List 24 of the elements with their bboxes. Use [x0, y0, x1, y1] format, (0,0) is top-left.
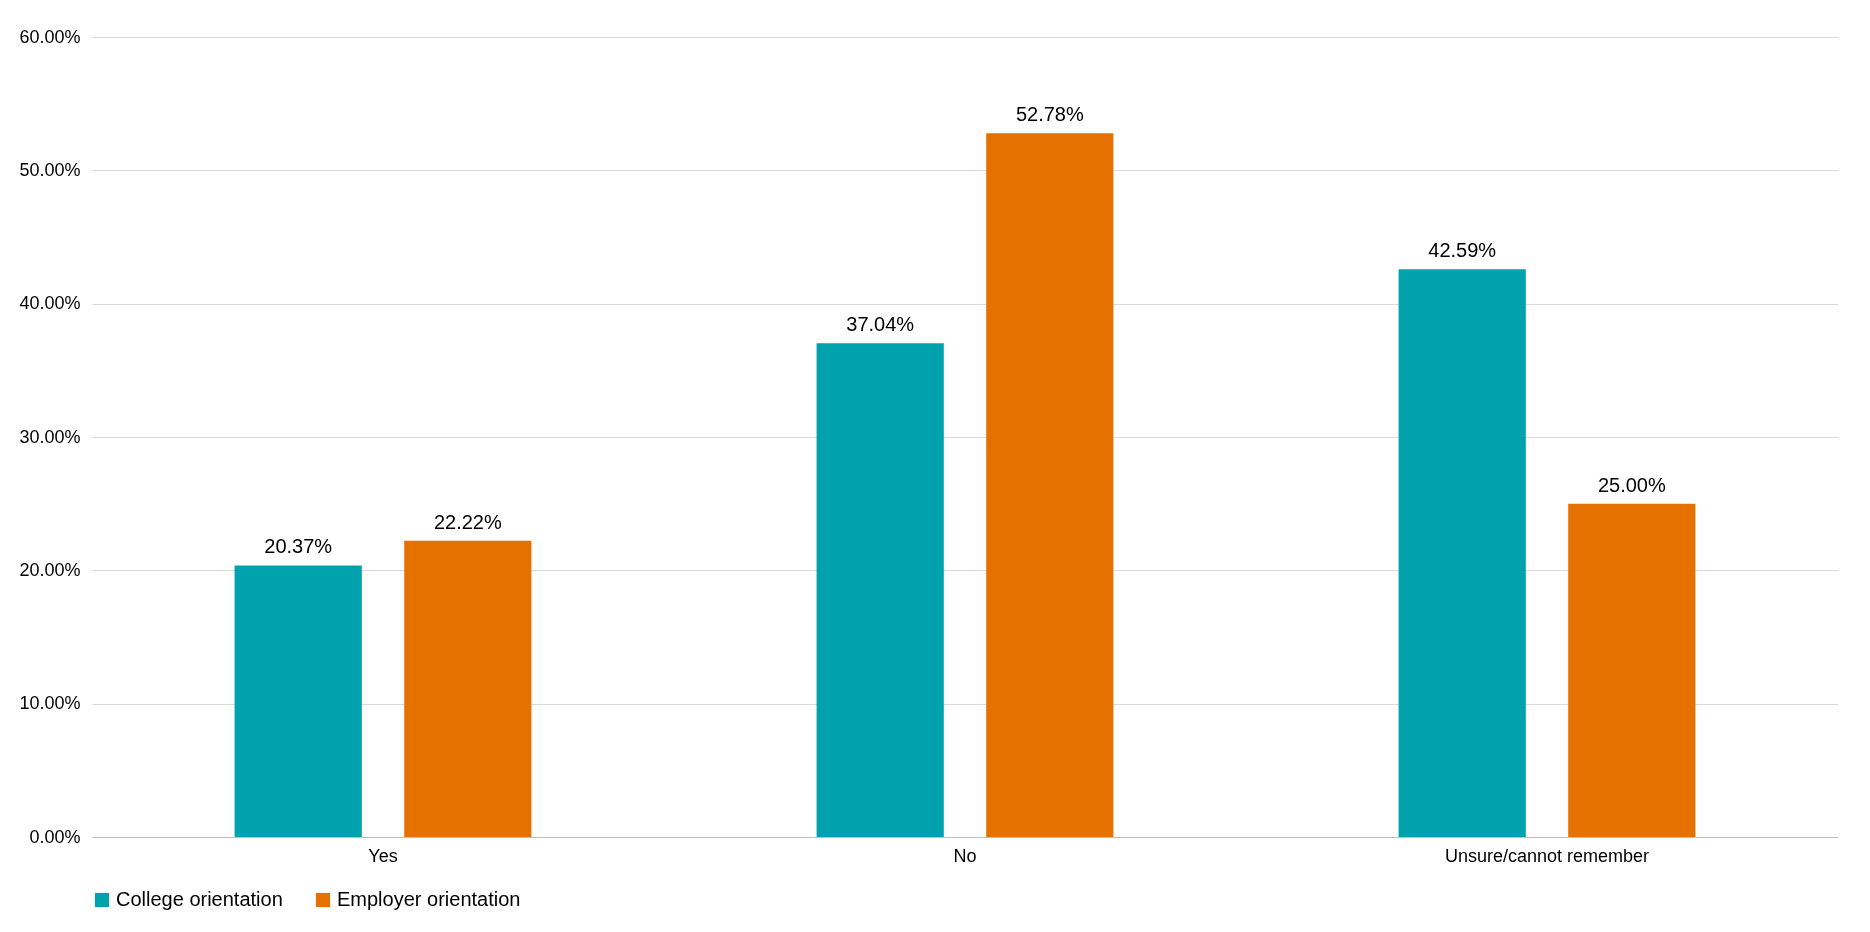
x-tick-label: No: [953, 845, 977, 866]
y-tick-label: 40.00%: [19, 293, 81, 314]
data-label: 52.78%: [1015, 103, 1084, 126]
bar: [986, 133, 1114, 837]
data-label: 22.22%: [433, 510, 502, 533]
x-tick-label: Yes: [368, 845, 398, 866]
bar: [404, 540, 532, 837]
bar: [234, 565, 362, 837]
data-label: 37.04%: [846, 313, 915, 336]
legend-label: Employer orientation: [337, 888, 521, 910]
data-label: 20.37%: [264, 535, 333, 558]
y-tick-label: 0.00%: [29, 826, 81, 847]
x-tick-label: Unsure/cannot remember: [1444, 845, 1650, 866]
data-label: 25.00%: [1597, 473, 1666, 496]
y-tick-label: 20.00%: [19, 559, 81, 580]
y-tick-label: 10.00%: [19, 693, 81, 714]
y-tick-label: 30.00%: [19, 426, 81, 447]
bar: [1398, 269, 1526, 837]
y-tick-label: 60.00%: [19, 26, 81, 47]
bar: [816, 343, 944, 837]
bar: [1568, 503, 1696, 837]
y-tick-label: 50.00%: [19, 159, 81, 180]
legend-label: College orientation: [116, 888, 283, 910]
data-label: 42.59%: [1428, 239, 1497, 262]
